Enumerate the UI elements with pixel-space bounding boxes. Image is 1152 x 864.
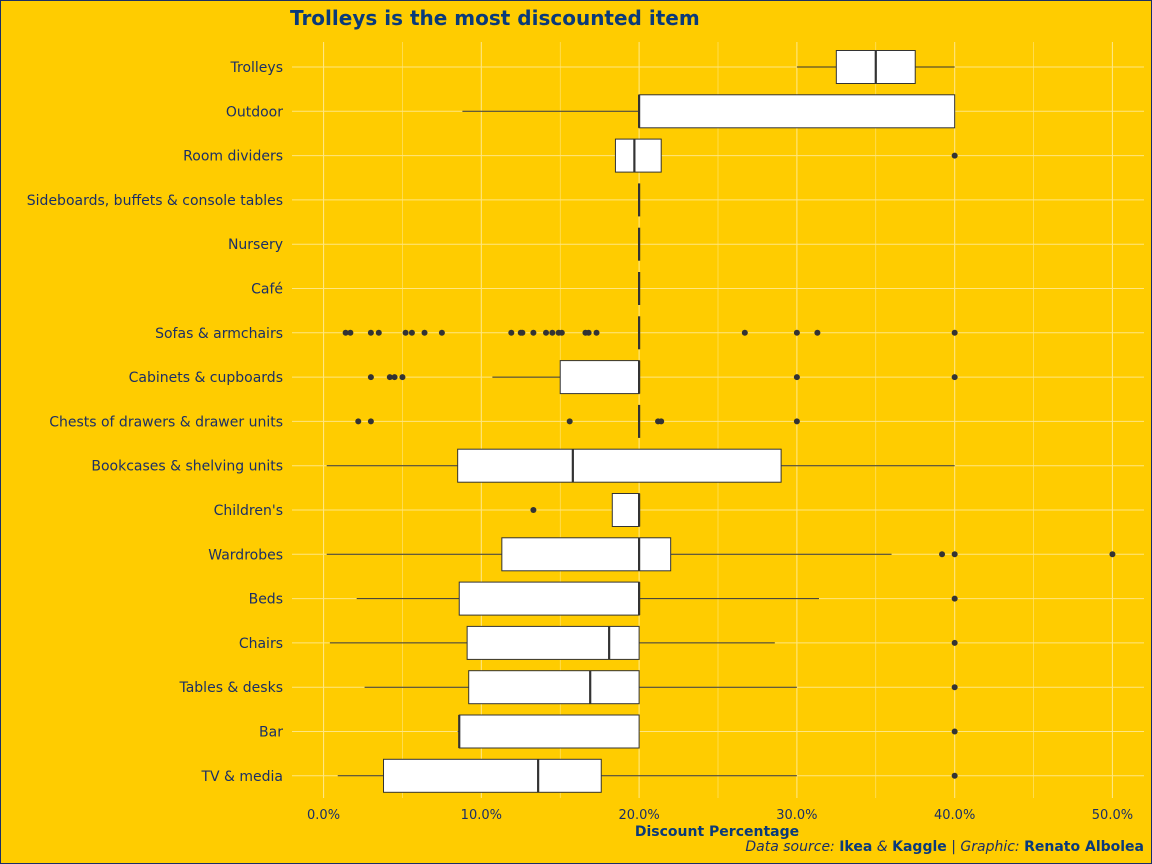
box xyxy=(468,670,640,705)
outlier-point xyxy=(543,329,550,336)
category-label: TV & media xyxy=(200,769,283,785)
outlier-point xyxy=(793,374,800,381)
plot-layer xyxy=(326,50,1116,793)
caption-separator: | xyxy=(947,839,961,855)
outlier-point xyxy=(375,329,382,336)
category-label: Room dividers xyxy=(183,149,283,165)
category-label: Beds xyxy=(249,592,283,608)
label-layer: 0.0% 10.0% 20.0% 30.0% 40.0% 50.0% Trolleys Out… xyxy=(27,60,1133,823)
caption-author: Renato Albolea xyxy=(1024,839,1144,855)
box xyxy=(501,537,672,572)
outlier-point xyxy=(741,329,748,336)
outlier-point xyxy=(391,374,398,381)
chart-title: Trolleys is the most discounted item xyxy=(290,6,700,30)
x-tick-label: 10.0% xyxy=(461,808,502,823)
x-tick-label: 50.0% xyxy=(1092,808,1133,823)
category-label: Wardrobes xyxy=(208,547,283,563)
outlier-point xyxy=(355,418,362,425)
outlier-point xyxy=(408,329,415,336)
category-label: Outdoor xyxy=(226,104,283,120)
caption: Data source: Ikea & Kaggle | Graphic: Re… xyxy=(745,839,1144,855)
category-label: Sofas & armchairs xyxy=(155,326,283,342)
outlier-point xyxy=(951,374,958,381)
box xyxy=(559,360,640,395)
outlier-point xyxy=(530,507,537,513)
outlier-point xyxy=(951,329,958,336)
category-label: Cabinets & cupboards xyxy=(129,370,283,386)
outlier-point xyxy=(814,329,821,336)
box xyxy=(466,625,640,660)
outlier-point xyxy=(508,329,515,336)
outlier-point xyxy=(342,329,349,336)
outlier-point xyxy=(585,329,592,336)
outlier-point xyxy=(530,329,537,336)
outlier-point xyxy=(549,329,556,336)
category-label: Chairs xyxy=(239,636,283,652)
category-label: Bookcases & shelving units xyxy=(91,459,283,475)
category-label: Trolleys xyxy=(230,60,283,76)
outlier-point xyxy=(386,374,393,381)
caption-graphic-label: Graphic: xyxy=(960,839,1024,855)
outlier-point xyxy=(438,329,445,336)
outlier-point xyxy=(951,772,958,779)
caption-ampersand: & xyxy=(872,839,892,855)
outlier-point xyxy=(951,728,958,735)
outlier-point xyxy=(593,329,600,336)
outlier-point xyxy=(951,684,958,691)
outlier-point xyxy=(1109,551,1116,558)
box xyxy=(458,581,640,616)
box xyxy=(457,448,782,483)
x-tick-label: 20.0% xyxy=(618,808,659,823)
outlier-point xyxy=(421,329,428,336)
outlier-point xyxy=(951,595,958,602)
category-label: Sideboards, buffets & console tables xyxy=(27,193,283,209)
outlier-point xyxy=(951,639,958,646)
box xyxy=(383,758,602,793)
box xyxy=(614,138,662,173)
outlier-point xyxy=(367,374,374,381)
caption-source-kaggle: Kaggle xyxy=(892,839,947,855)
outlier-point xyxy=(558,329,565,336)
category-label: Bar xyxy=(259,725,283,741)
outlier-point xyxy=(367,329,374,336)
category-label: Children's xyxy=(214,503,283,519)
outlier-point xyxy=(519,329,526,336)
outlier-point xyxy=(566,418,573,425)
box xyxy=(611,493,640,527)
outlier-point xyxy=(658,418,665,425)
x-tick-label: 40.0% xyxy=(934,808,975,823)
category-label: Chests of drawers & drawer units xyxy=(49,414,283,430)
outlier-point xyxy=(793,329,800,336)
caption-source-ikea: Ikea xyxy=(839,839,872,855)
box xyxy=(638,94,956,129)
outlier-point xyxy=(347,329,354,336)
x-axis-label: Discount Percentage xyxy=(635,824,799,840)
outlier-point xyxy=(793,418,800,425)
category-label: Café xyxy=(251,282,283,298)
outlier-point xyxy=(951,551,958,558)
x-tick-label: 0.0% xyxy=(307,808,340,823)
outlier-point xyxy=(367,418,374,425)
box xyxy=(458,714,640,749)
category-label: Nursery xyxy=(228,237,283,253)
caption-prefix: Data source: xyxy=(745,839,839,855)
x-tick-label: 30.0% xyxy=(776,808,817,823)
outlier-point xyxy=(402,329,409,336)
outlier-point xyxy=(939,551,946,558)
category-label: Tables & desks xyxy=(178,680,283,696)
outlier-point xyxy=(951,152,958,159)
outlier-point xyxy=(399,374,406,381)
